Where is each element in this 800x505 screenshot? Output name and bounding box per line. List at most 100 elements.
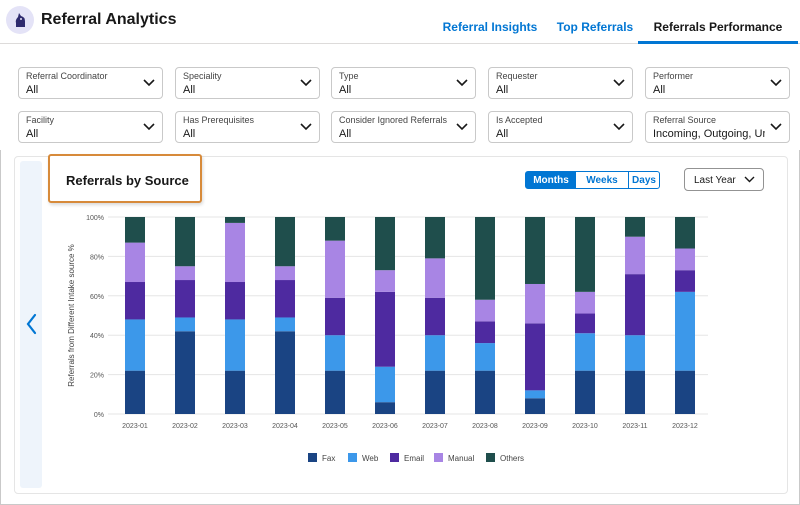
legend-label-email: Email xyxy=(404,454,424,463)
bar-segment-others xyxy=(575,217,595,292)
chevron-down-icon xyxy=(300,123,312,131)
bar-segment-fax xyxy=(625,370,645,414)
filter-value: All xyxy=(653,84,666,96)
y-tick-label: 0% xyxy=(94,412,104,419)
bar-segment-email xyxy=(575,313,595,334)
y-tick-label: 80% xyxy=(90,254,104,261)
granularity-days-button[interactable]: Days xyxy=(628,171,660,189)
filter-label: Referral Coordinator xyxy=(26,71,108,81)
filter-referral-coordinator[interactable]: Referral Coordinator All xyxy=(18,67,163,99)
date-range-select[interactable]: Last Year xyxy=(684,168,764,191)
chevron-left-icon xyxy=(26,313,37,335)
bar-segment-manual xyxy=(475,299,495,322)
filter-label: Type xyxy=(339,71,359,81)
x-tick-label: 2023-12 xyxy=(672,423,698,430)
filter-speciality[interactable]: Speciality All xyxy=(175,67,320,99)
bar-segment-fax xyxy=(125,370,145,414)
app-logo-icon xyxy=(6,6,34,34)
x-tick-label: 2023-01 xyxy=(122,423,148,430)
chevron-down-icon xyxy=(770,123,782,131)
bar-segment-fax xyxy=(175,331,195,414)
bar-segment-manual xyxy=(175,266,195,281)
chevron-down-icon xyxy=(744,176,755,183)
filter-value: Incoming, Outgoing, Un xyxy=(653,128,765,140)
tab-referral-insights[interactable]: Referral Insights xyxy=(442,20,538,34)
bar-segment-email xyxy=(375,291,395,367)
y-tick-label: 20% xyxy=(90,373,104,380)
date-range-value: Last Year xyxy=(694,175,736,186)
filter-facility[interactable]: Facility All xyxy=(18,111,163,143)
bar-segment-manual xyxy=(325,240,345,298)
filter-value: All xyxy=(339,84,352,96)
filter-label: Referral Source xyxy=(653,115,717,125)
tab-top-referrals[interactable]: Top Referrals xyxy=(556,20,634,34)
filter-performer[interactable]: Performer All xyxy=(645,67,790,99)
app-header: Referral Analytics Referral Insights Top… xyxy=(0,0,800,44)
bar-segment-manual xyxy=(625,236,645,275)
bar-segment-manual xyxy=(525,283,545,324)
chart-title: Referrals by Source xyxy=(66,173,189,188)
bar-segment-web xyxy=(575,333,595,371)
bar-segment-email xyxy=(675,270,695,292)
bar-segment-others xyxy=(325,217,345,241)
legend-swatch-fax xyxy=(308,453,317,462)
bar-segment-web xyxy=(275,317,295,332)
legend-label-manual: Manual xyxy=(448,454,474,463)
filter-type[interactable]: Type All xyxy=(331,67,476,99)
filter-value: All xyxy=(26,84,39,96)
y-tick-label: 100% xyxy=(86,215,104,222)
bar-segment-fax xyxy=(275,331,295,414)
bar-segment-web xyxy=(375,366,395,403)
bar-segment-email xyxy=(175,280,195,318)
filter-value: All xyxy=(496,84,509,96)
x-tick-label: 2023-04 xyxy=(272,423,298,430)
bar-segment-manual xyxy=(275,266,295,281)
granularity-months-button[interactable]: Months xyxy=(525,171,577,189)
filter-value: All xyxy=(26,128,39,140)
previous-panel-button[interactable] xyxy=(20,161,42,488)
bar-segment-others xyxy=(375,217,395,271)
x-tick-label: 2023-02 xyxy=(172,423,198,430)
bar-segment-manual xyxy=(375,270,395,292)
bar-segment-others xyxy=(175,217,195,267)
chart-title-box: Referrals by Source xyxy=(48,154,202,203)
filter-referral-source[interactable]: Referral Source Incoming, Outgoing, Un xyxy=(645,111,790,143)
bar-segment-web xyxy=(525,390,545,399)
chevron-down-icon xyxy=(456,79,468,87)
bar-segment-email xyxy=(275,280,295,318)
y-tick-label: 60% xyxy=(90,294,104,301)
tab-referrals-performance[interactable]: Referrals Performance xyxy=(638,0,798,44)
filter-value: All xyxy=(183,128,196,140)
filter-is-accepted[interactable]: Is Accepted All xyxy=(488,111,633,143)
filter-label: Requester xyxy=(496,71,538,81)
filter-label: Consider Ignored Referrals xyxy=(339,115,448,125)
filter-label: Is Accepted xyxy=(496,115,543,125)
stacked-bar-chart: 0% 20% 40% 60% 80% 100% Referrals from Differe… xyxy=(67,215,708,463)
bar-segment-others xyxy=(675,217,695,249)
chevron-down-icon xyxy=(300,79,312,87)
chevron-down-icon xyxy=(613,123,625,131)
bar-segment-others xyxy=(625,217,645,237)
filter-label: Facility xyxy=(26,115,55,125)
filter-value: All xyxy=(339,128,352,140)
filter-consider-ignored-referrals[interactable]: Consider Ignored Referrals All xyxy=(331,111,476,143)
filter-panel: Referral Coordinator All Speciality All … xyxy=(0,44,800,150)
bar-segment-email xyxy=(325,297,345,336)
y-tick-label: 40% xyxy=(90,333,104,340)
chevron-down-icon xyxy=(143,123,155,131)
bar-segment-web xyxy=(175,317,195,332)
bar-segment-manual xyxy=(425,258,445,298)
filter-has-prerequisites[interactable]: Has Prerequisites All xyxy=(175,111,320,143)
bar-segment-fax xyxy=(225,370,245,414)
bar-segment-others xyxy=(525,217,545,284)
bar-segment-email xyxy=(475,321,495,344)
filter-value: All xyxy=(183,84,196,96)
filter-requester[interactable]: Requester All xyxy=(488,67,633,99)
bar-segment-email xyxy=(425,297,445,336)
legend-swatch-web xyxy=(348,453,357,462)
bar-segment-email xyxy=(625,274,645,336)
bar-segment-web xyxy=(625,335,645,371)
granularity-weeks-button[interactable]: Weeks xyxy=(576,171,629,189)
legend-label-web: Web xyxy=(362,454,379,463)
legend-swatch-manual xyxy=(434,453,443,462)
